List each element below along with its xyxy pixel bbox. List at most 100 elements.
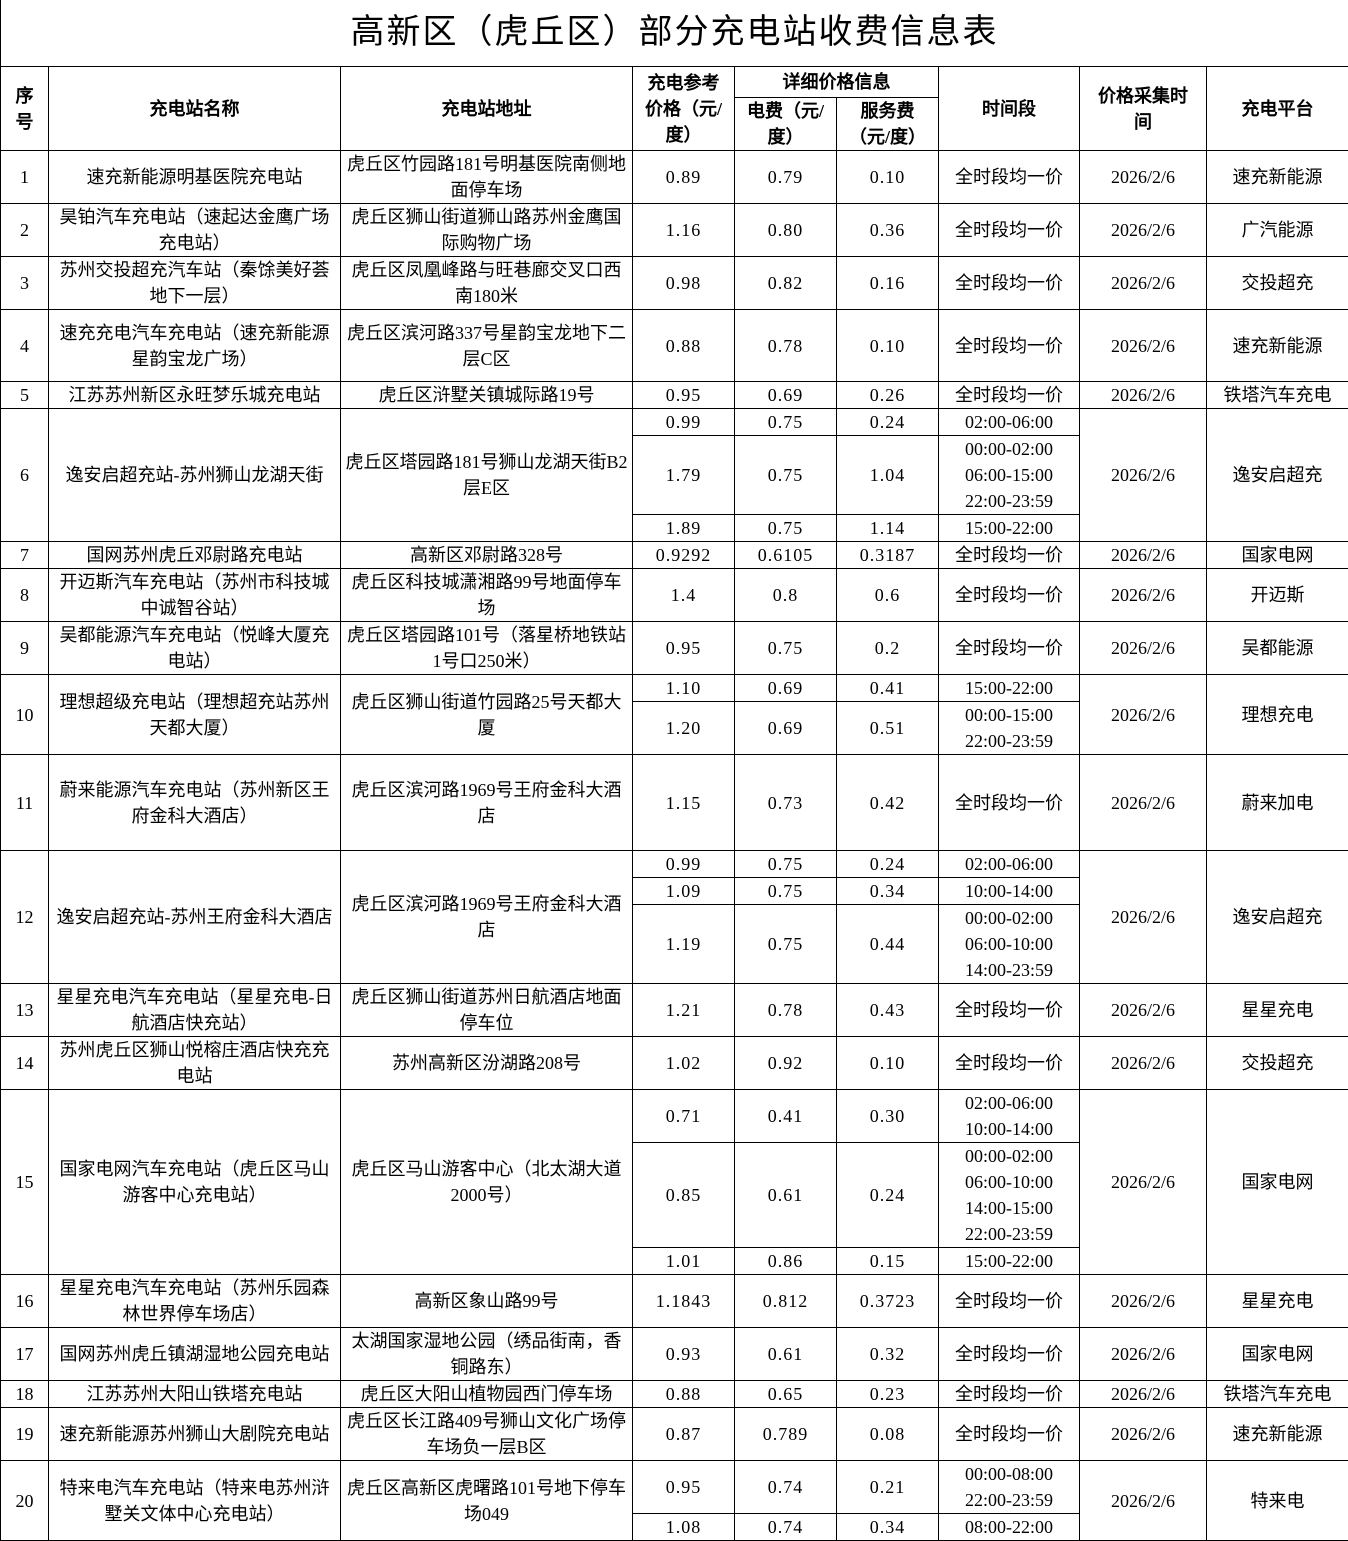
service-fee-cell: 0.24 (837, 409, 939, 436)
period-cell: 02:00-06:00 (939, 409, 1080, 436)
service-fee-cell: 0.43 (837, 984, 939, 1037)
collected-date-cell: 2026/2/6 (1080, 257, 1207, 310)
header-ref-price: 充电参考 价格（元/ 度） (633, 67, 735, 151)
platform-cell: 铁塔汽车充电 (1207, 1381, 1348, 1408)
station-address-cell: 虎丘区凤凰峰路与旺巷廊交叉口西南180米 (341, 257, 633, 310)
seq-cell: 7 (1, 542, 49, 569)
service-fee-cell: 0.08 (837, 1408, 939, 1461)
ref-price-cell: 0.89 (633, 151, 735, 204)
collected-date-cell: 2026/2/6 (1080, 675, 1207, 755)
period-cell: 10:00-14:00 (939, 878, 1080, 905)
electricity-fee-cell: 0.75 (735, 851, 837, 878)
electricity-fee-cell: 0.8 (735, 569, 837, 622)
ref-price-cell: 0.95 (633, 382, 735, 409)
electricity-fee-cell: 0.75 (735, 515, 837, 542)
platform-cell: 开迈斯 (1207, 569, 1348, 622)
station-name-cell: 速充新能源苏州狮山大剧院充电站 (49, 1408, 341, 1461)
service-fee-cell: 0.23 (837, 1381, 939, 1408)
service-fee-cell: 0.2 (837, 622, 939, 675)
seq-cell: 5 (1, 382, 49, 409)
platform-cell: 国家电网 (1207, 1328, 1348, 1381)
collected-date-cell: 2026/2/6 (1080, 569, 1207, 622)
service-fee-cell: 0.24 (837, 851, 939, 878)
service-fee-cell: 1.14 (837, 515, 939, 542)
electricity-fee-cell: 0.41 (735, 1090, 837, 1143)
ref-price-cell: 0.98 (633, 257, 735, 310)
platform-cell: 国家电网 (1207, 1090, 1348, 1275)
seq-cell: 10 (1, 675, 49, 755)
seq-cell: 8 (1, 569, 49, 622)
station-name-cell: 特来电汽车充电站（特来电苏州浒墅关文体中心充电站） (49, 1461, 341, 1541)
collected-date-cell: 2026/2/6 (1080, 1381, 1207, 1408)
seq-cell: 20 (1, 1461, 49, 1541)
header-seq: 序 号 (1, 67, 49, 151)
station-address-cell: 虎丘区狮山街道狮山路苏州金鹰国际购物广场 (341, 204, 633, 257)
period-cell: 00:00-02:00 06:00-15:00 22:00-23:59 (939, 436, 1080, 515)
ref-price-cell: 0.95 (633, 622, 735, 675)
station-address-cell: 高新区象山路99号 (341, 1275, 633, 1328)
ref-price-cell: 1.09 (633, 878, 735, 905)
station-address-cell: 虎丘区狮山街道竹园路25号天都大厦 (341, 675, 633, 755)
service-fee-cell: 0.10 (837, 310, 939, 382)
header-period: 时间段 (939, 67, 1080, 151)
service-fee-cell: 0.10 (837, 151, 939, 204)
ref-price-cell: 0.87 (633, 1408, 735, 1461)
station-address-cell: 虎丘区马山游客中心（北太湖大道2000号） (341, 1090, 633, 1275)
electricity-fee-cell: 0.78 (735, 984, 837, 1037)
collected-date-cell: 2026/2/6 (1080, 204, 1207, 257)
header-address: 充电站地址 (341, 67, 633, 151)
station-address-cell: 虎丘区大阳山植物园西门停车场 (341, 1381, 633, 1408)
ref-price-cell: 1.08 (633, 1514, 735, 1541)
electricity-fee-cell: 0.75 (735, 409, 837, 436)
station-name-cell: 吴都能源汽车充电站（悦峰大厦充电站） (49, 622, 341, 675)
collected-date-cell: 2026/2/6 (1080, 542, 1207, 569)
collected-date-cell: 2026/2/6 (1080, 382, 1207, 409)
service-fee-cell: 0.3187 (837, 542, 939, 569)
service-fee-cell: 0.36 (837, 204, 939, 257)
electricity-fee-cell: 0.812 (735, 1275, 837, 1328)
header-collected: 价格采集时 间 (1080, 67, 1207, 151)
platform-cell: 星星充电 (1207, 1275, 1348, 1328)
electricity-fee-cell: 0.80 (735, 204, 837, 257)
platform-cell: 交投超充 (1207, 1037, 1348, 1090)
electricity-fee-cell: 0.86 (735, 1248, 837, 1275)
collected-date-cell: 2026/2/6 (1080, 409, 1207, 542)
header-electricity: 电费（元/ 度） (735, 98, 837, 151)
seq-cell: 14 (1, 1037, 49, 1090)
electricity-fee-cell: 0.73 (735, 755, 837, 851)
service-fee-cell: 1.04 (837, 436, 939, 515)
service-fee-cell: 0.26 (837, 382, 939, 409)
period-cell: 02:00-06:00 (939, 851, 1080, 878)
seq-cell: 1 (1, 151, 49, 204)
station-name-cell: 速充新能源明基医院充电站 (49, 151, 341, 204)
ref-price-cell: 1.01 (633, 1248, 735, 1275)
platform-cell: 速充新能源 (1207, 310, 1348, 382)
platform-cell: 蔚来加电 (1207, 755, 1348, 851)
station-name-cell: 江苏苏州新区永旺梦乐城充电站 (49, 382, 341, 409)
period-cell: 全时段均一价 (939, 542, 1080, 569)
service-fee-cell: 0.42 (837, 755, 939, 851)
period-cell: 全时段均一价 (939, 310, 1080, 382)
period-cell: 15:00-22:00 (939, 515, 1080, 542)
service-fee-cell: 0.34 (837, 1514, 939, 1541)
ref-price-cell: 0.88 (633, 310, 735, 382)
ref-price-cell: 1.16 (633, 204, 735, 257)
ref-price-cell: 1.02 (633, 1037, 735, 1090)
header-platform: 充电平台 (1207, 67, 1348, 151)
period-cell: 00:00-02:00 06:00-10:00 14:00-15:00 22:0… (939, 1143, 1080, 1248)
station-name-cell: 国网苏州虎丘邓尉路充电站 (49, 542, 341, 569)
station-name-cell: 苏州交投超充汽车站（秦馀美好荟地下一层） (49, 257, 341, 310)
collected-date-cell: 2026/2/6 (1080, 984, 1207, 1037)
service-fee-cell: 0.30 (837, 1090, 939, 1143)
collected-date-cell: 2026/2/6 (1080, 755, 1207, 851)
platform-cell: 吴都能源 (1207, 622, 1348, 675)
